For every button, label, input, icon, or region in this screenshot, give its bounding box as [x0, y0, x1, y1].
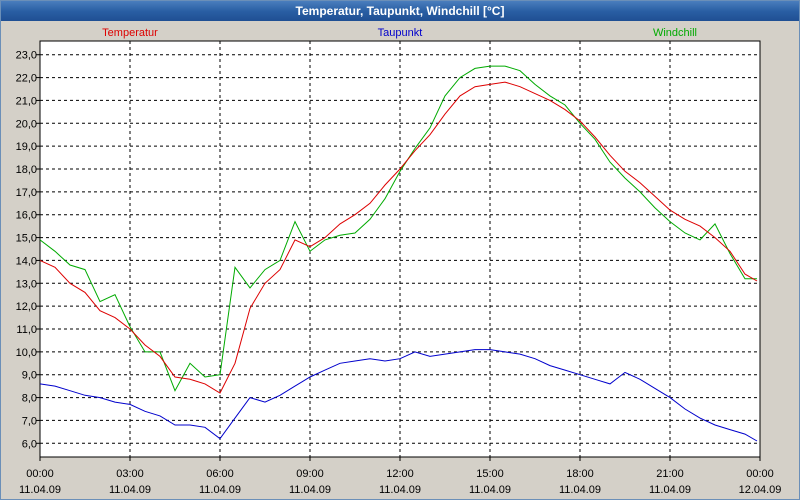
- x-tick-date-label: 11.04.09: [649, 484, 691, 496]
- y-tick-label: 12,0: [16, 301, 37, 313]
- legend-label-taupunkt: Taupunkt: [378, 27, 423, 39]
- y-tick-label: 7,0: [22, 415, 37, 427]
- series-line-taupunkt: [39, 349, 758, 442]
- series-line-temperatur: [39, 81, 758, 394]
- x-tick-time-label: 12:00: [386, 468, 414, 480]
- x-tick-time-label: 03:00: [116, 468, 144, 480]
- y-tick-label: 16,0: [16, 210, 37, 222]
- x-tick-date-label: 11.04.09: [469, 484, 511, 496]
- y-tick-label: 9,0: [22, 370, 37, 382]
- y-tick-label: 11,0: [16, 324, 37, 336]
- legend: Temperatur Taupunkt Windchill: [102, 27, 697, 39]
- x-tick-time-label: 09:00: [296, 468, 324, 480]
- x-tick-time-label: 06:00: [206, 468, 234, 480]
- y-axis: 6,0 7,0 8,0 9,0 10,0 11,0 12,0 13,0 14,0 15,0 16,0…: [16, 50, 40, 450]
- y-tick-label: 19,0: [16, 141, 37, 153]
- x-tick-date-label: 12.04.09: [739, 484, 782, 496]
- y-tick-label: 18,0: [16, 164, 37, 176]
- x-tick-date-label: 11.04.09: [559, 484, 601, 496]
- x-tick-time-label: 00:00: [26, 468, 54, 480]
- y-tick-label: 21,0: [16, 95, 37, 107]
- x-tick-time-label: 15:00: [476, 468, 504, 480]
- legend-label-windchill: Windchill: [653, 27, 697, 39]
- y-tick-label: 14,0: [16, 255, 37, 267]
- x-tick-time-label: 18:00: [566, 468, 594, 480]
- window-title-bar: Temperatur, Taupunkt, Windchill [°C]: [1, 1, 799, 21]
- plot-area: [39, 40, 761, 458]
- series-line-windchill: [39, 65, 757, 392]
- x-tick-date-label: 11.04.09: [199, 484, 241, 496]
- x-axis: 00:00 11.04.09 03:00 11.04.09 06:00 11.04.09 0…: [19, 457, 781, 496]
- y-tick-label: 6,0: [22, 438, 37, 450]
- y-tick-label: 22,0: [16, 73, 37, 85]
- x-tick-date-label: 11.04.09: [289, 484, 331, 496]
- series-layer: [39, 65, 758, 442]
- x-tick-date-label: 11.04.09: [379, 484, 421, 496]
- x-tick-time-label: 21:00: [656, 468, 684, 480]
- y-tick-label: 13,0: [16, 278, 37, 290]
- y-tick-label: 10,0: [16, 347, 37, 359]
- x-tick-date-label: 11.04.09: [19, 484, 61, 496]
- legend-label-temperatur: Temperatur: [102, 27, 158, 39]
- y-tick-label: 8,0: [22, 393, 37, 405]
- y-tick-label: 15,0: [16, 233, 37, 245]
- y-tick-label: 23,0: [16, 50, 37, 62]
- x-tick-date-label: 11.04.09: [109, 484, 151, 496]
- y-tick-label: 17,0: [16, 187, 37, 199]
- x-tick-time-label: 00:00: [746, 468, 774, 480]
- y-tick-label: 20,0: [16, 118, 37, 130]
